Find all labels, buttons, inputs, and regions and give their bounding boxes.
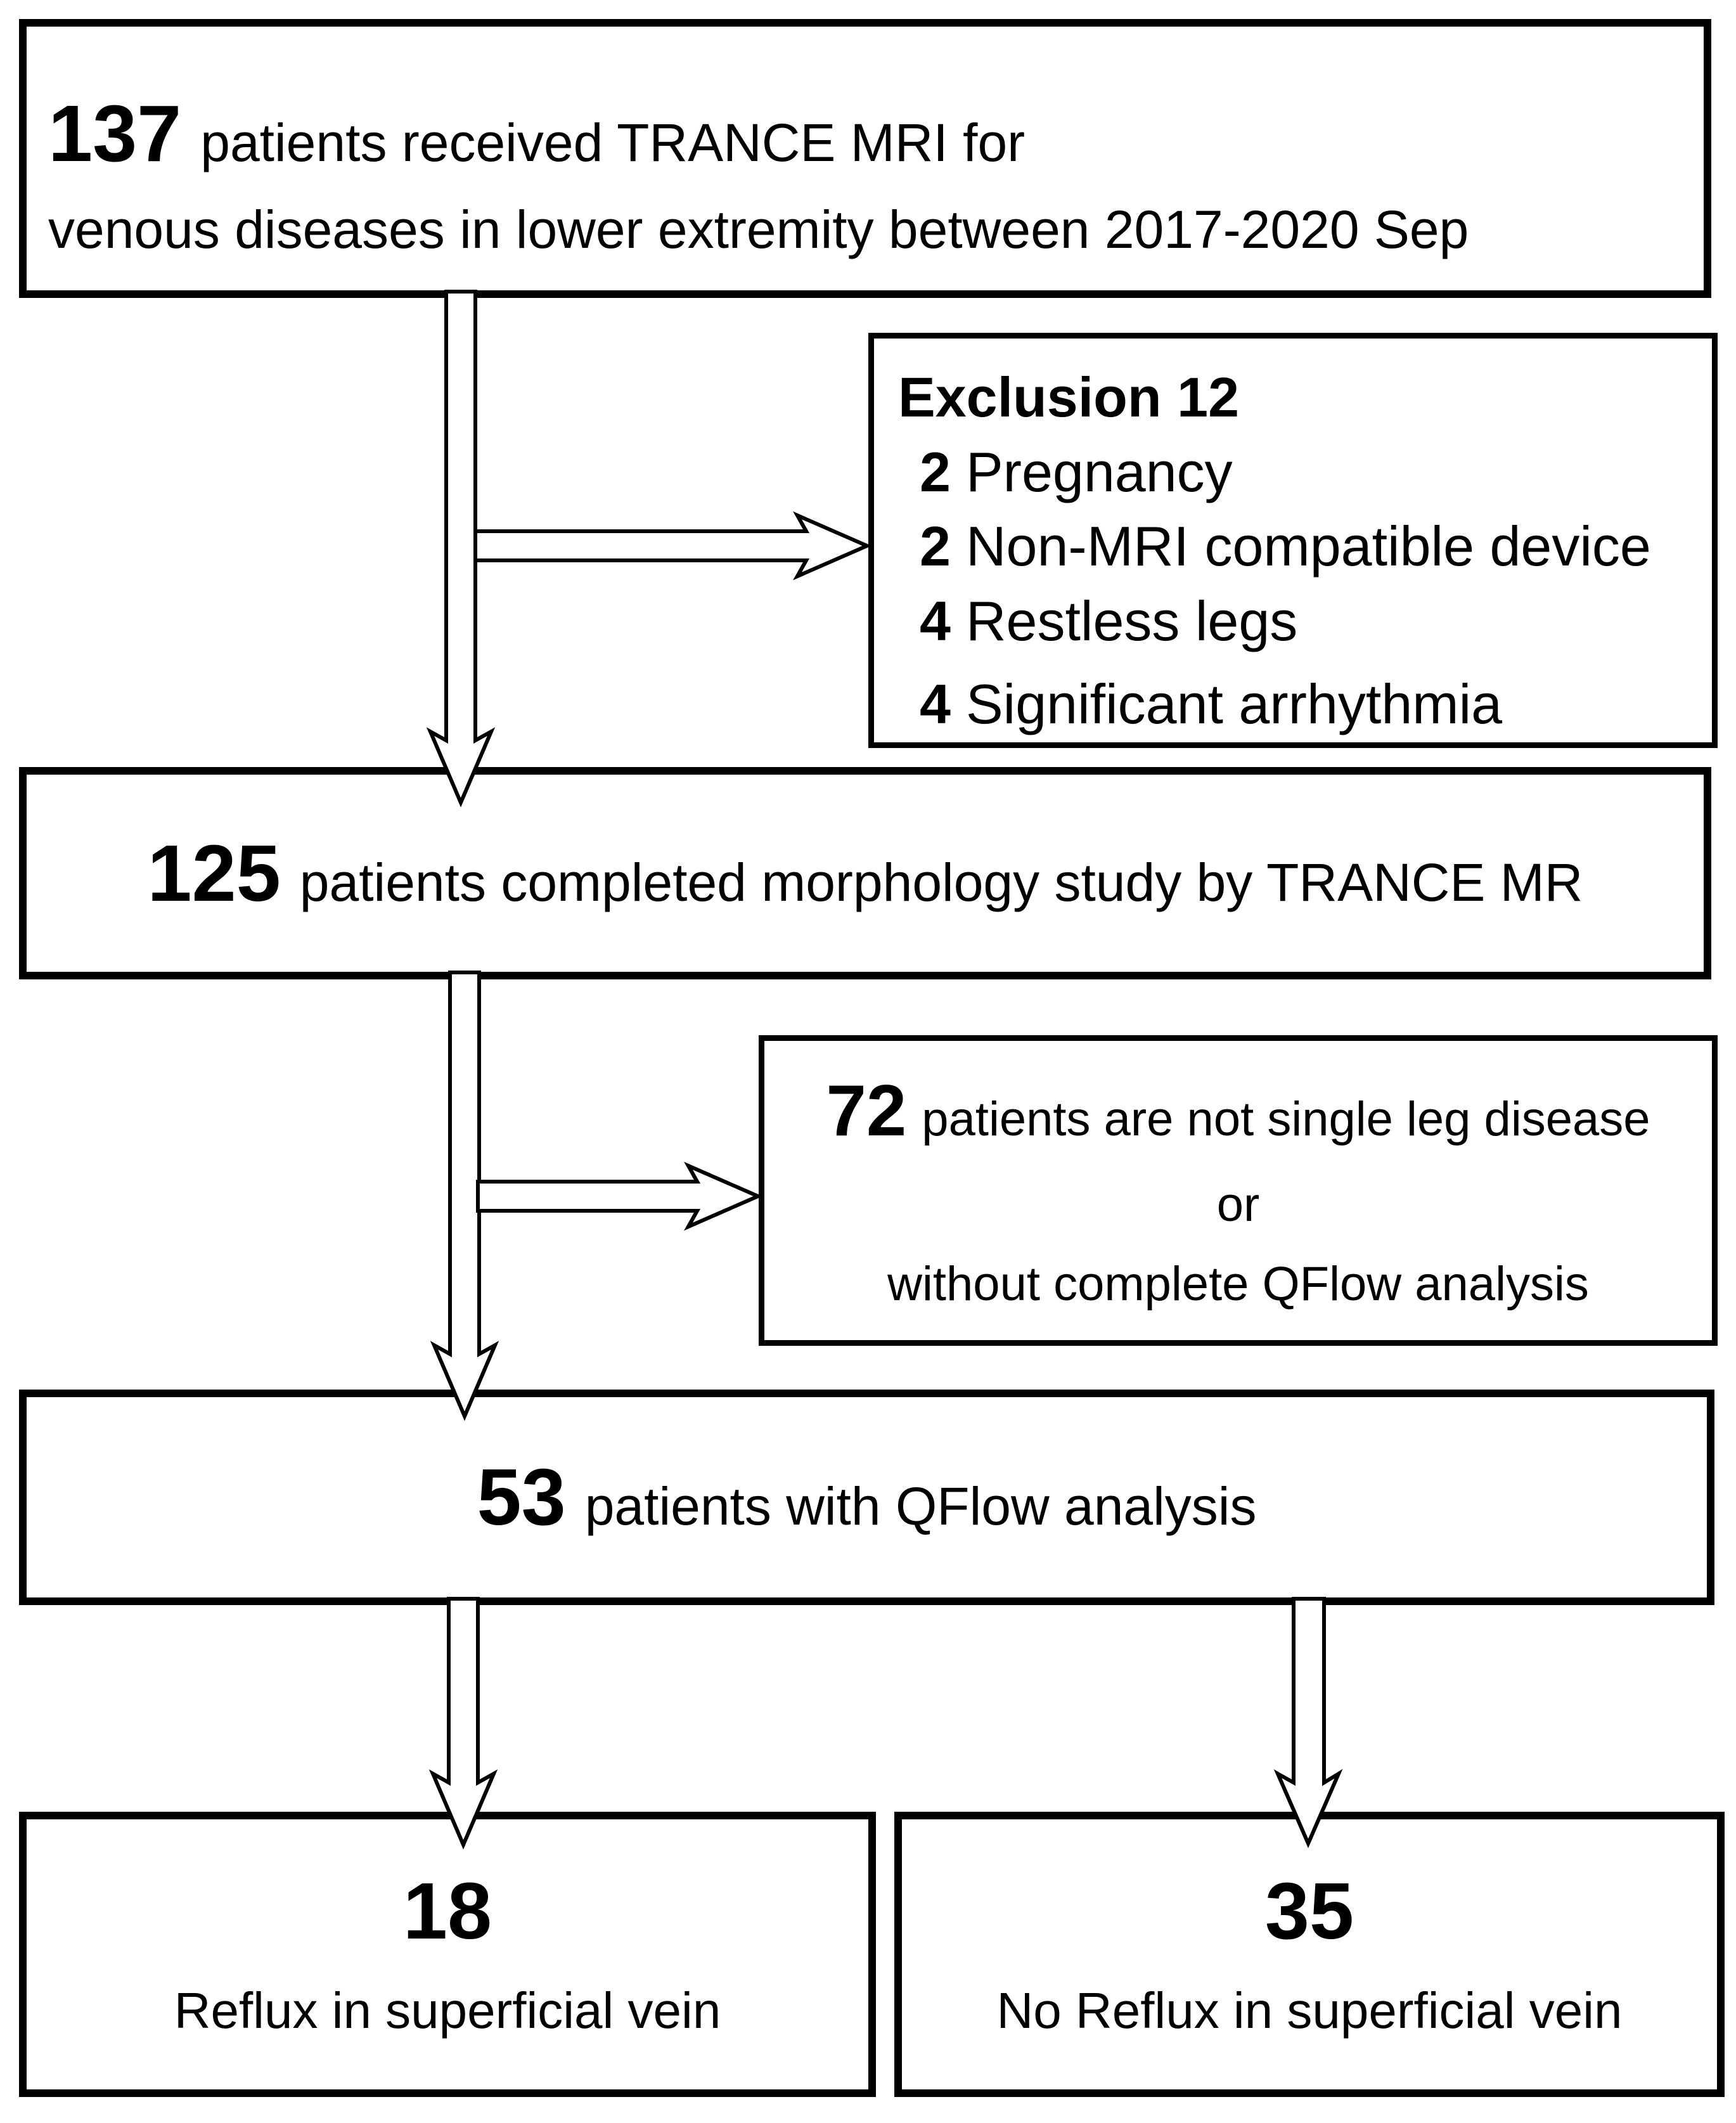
qflow-count: 53 xyxy=(477,1452,566,1542)
box-qflow-analysis: 53 patients with QFlow analysis xyxy=(19,1390,1714,1605)
arrow-morphology-to-qflow xyxy=(430,971,499,1421)
box-morphology-study: 125 patients completed morphology study b… xyxy=(19,767,1711,979)
initial-text-1: patients received TRANCE MRI for xyxy=(200,113,1026,172)
box-not-single-leg: 72 patients are not single leg disease or… xyxy=(759,1035,1718,1346)
qflow-text: patients with QFlow analysis xyxy=(584,1476,1257,1537)
exclusion-item-pregnancy: 2 Pregnancy xyxy=(898,439,1706,506)
exclusion-title: Exclusion 12 xyxy=(898,366,1240,429)
exclusion-item-count: 4 xyxy=(920,589,951,652)
box-exclusion: Exclusion 12 2 Pregnancy 2 Non-MRI compati… xyxy=(868,333,1718,748)
no-reflux-text: No Reflux in superficial vein xyxy=(996,1982,1623,2039)
arrow-to-not-single-leg xyxy=(476,1161,763,1231)
arrow-initial-to-morphology xyxy=(426,290,496,808)
exclusion-item-count: 4 xyxy=(920,673,951,736)
exclusion-item-arrhythmia: 4 Significant arrhythmia xyxy=(898,671,1706,738)
not-single-leg-or: or xyxy=(1216,1178,1260,1232)
exclusion-item-count: 2 xyxy=(920,440,951,503)
box-no-reflux: 35 No Reflux in superficial vein xyxy=(894,1812,1725,2097)
morphology-line: 125 patients completed morphology study b… xyxy=(148,825,1583,921)
exclusion-item-label: Significant arrhythmia xyxy=(965,673,1503,736)
box-reflux: 18 Reflux in superficial vein xyxy=(19,1812,876,2097)
morphology-text: patients completed morphology study by T… xyxy=(299,852,1583,912)
arrow-to-exclusion xyxy=(473,511,872,581)
exclusion-item-non-mri-device: 2 Non-MRI compatible device xyxy=(898,513,1706,580)
not-single-leg-text-3: without complete QFlow analysis xyxy=(887,1256,1589,1311)
exclusion-item-count: 2 xyxy=(920,515,951,578)
not-single-leg-line-1: 72 patients are not single leg disease xyxy=(826,1068,1650,1155)
initial-text-2: venous diseases in lower extremity betwe… xyxy=(48,200,1469,260)
qflow-line: 53 patients with QFlow analysis xyxy=(477,1449,1257,1545)
reflux-text: Reflux in superficial vein xyxy=(174,1982,721,2039)
arrow-qflow-to-reflux xyxy=(428,1597,498,1850)
initial-count: 137 xyxy=(48,89,182,178)
box-initial-cohort: 137 patients received TRANCE MRI for veno… xyxy=(19,19,1711,298)
exclusion-item-label: Non-MRI compatible device xyxy=(965,515,1651,578)
not-single-leg-text-1: patients are not single leg disease xyxy=(922,1092,1650,1147)
reflux-count: 18 xyxy=(402,1866,492,1956)
exclusion-item-label: Restless legs xyxy=(965,589,1298,652)
exclusion-item-restless-legs: 4 Restless legs xyxy=(898,588,1706,655)
not-single-leg-count: 72 xyxy=(826,1071,907,1152)
initial-line-1: 137 patients received TRANCE MRI for xyxy=(48,86,1691,181)
exclusion-item-label: Pregnancy xyxy=(965,440,1233,503)
no-reflux-count: 35 xyxy=(1264,1866,1354,1956)
morphology-count: 125 xyxy=(147,828,281,918)
arrow-qflow-to-no-reflux xyxy=(1273,1597,1343,1849)
